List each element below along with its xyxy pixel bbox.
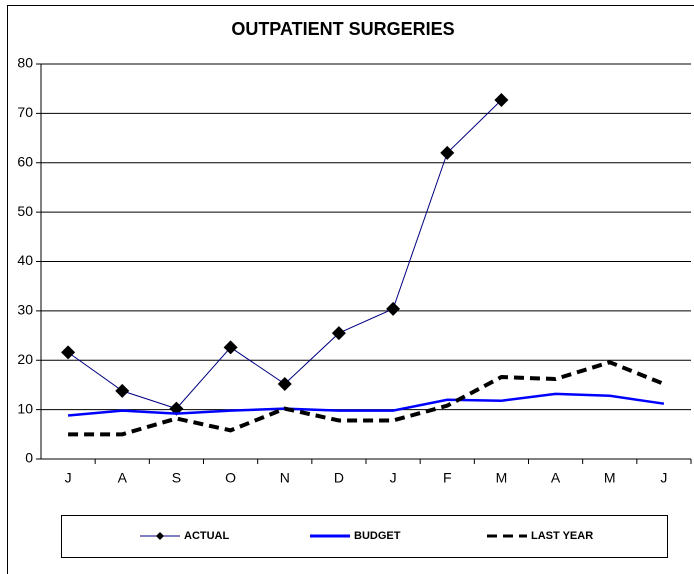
point-marker	[115, 383, 130, 398]
x-tick-label: M	[496, 470, 508, 486]
point-marker	[440, 145, 455, 160]
point-marker	[386, 301, 401, 316]
series-line	[68, 360, 665, 437]
y-tick-label: 20	[17, 351, 33, 367]
x-tick-label: S	[172, 470, 181, 486]
series-line	[67, 392, 665, 417]
y-tick-label: 40	[17, 252, 33, 268]
x-tick-label: M	[604, 470, 616, 486]
y-tick-label: 50	[17, 203, 33, 219]
x-tick-label: O	[225, 470, 236, 486]
chart-title: OUTPATIENT SURGERIES	[231, 19, 454, 39]
x-tick-label: J	[65, 470, 72, 486]
point-marker	[223, 340, 238, 355]
y-tick-label: 80	[17, 55, 33, 71]
y-tick-label: 30	[17, 302, 33, 318]
x-tick-label: F	[443, 470, 452, 486]
point-marker	[331, 326, 346, 341]
y-tick-label: 70	[17, 104, 33, 120]
point-marker	[61, 345, 76, 360]
series-line	[67, 99, 502, 410]
x-tick-label: J	[390, 470, 397, 486]
legend-label: LAST YEAR	[531, 530, 593, 542]
point-marker	[277, 376, 292, 391]
legend-label: BUDGET	[354, 530, 401, 542]
x-tick-label: J	[660, 470, 667, 486]
legend-marker	[156, 532, 164, 540]
x-tick-label: A	[551, 470, 561, 486]
legend-label: ACTUAL	[184, 530, 229, 542]
y-tick-label: 0	[25, 450, 33, 466]
y-tick-label: 10	[17, 400, 33, 416]
point-marker	[494, 93, 509, 108]
x-tick-label: N	[280, 470, 290, 486]
x-tick-label: D	[334, 470, 344, 486]
chart-frame	[7, 5, 694, 574]
y-tick-label: 60	[17, 153, 33, 169]
x-tick-label: A	[118, 470, 128, 486]
